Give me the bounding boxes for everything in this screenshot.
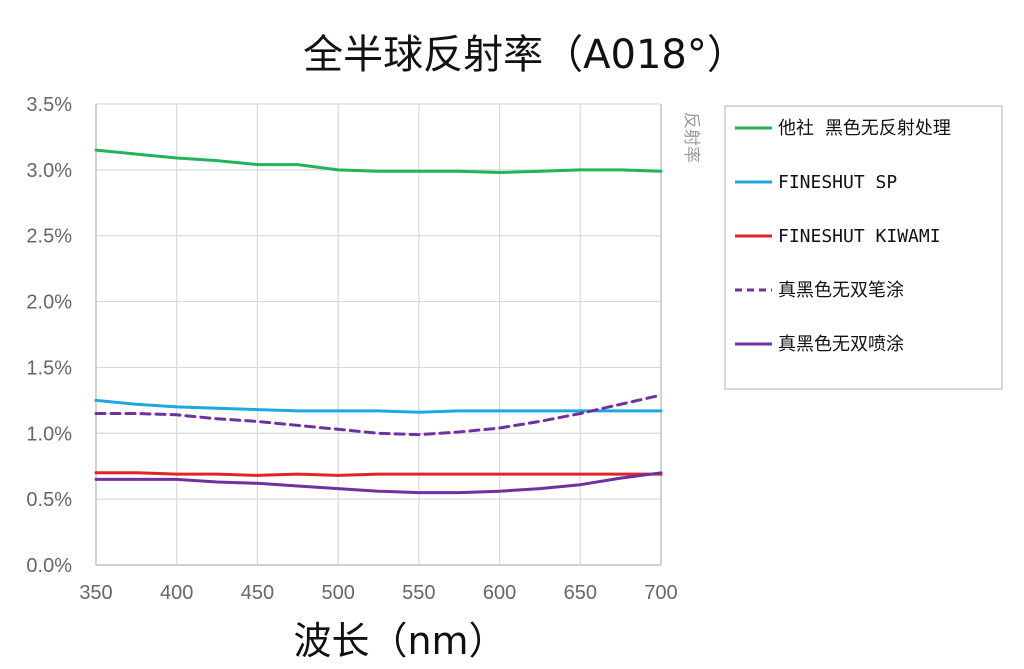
legend-box (724, 105, 1003, 390)
legend-entry: FINESHUT KIWAMI (778, 226, 941, 247)
gridlines (95, 103, 662, 566)
x-tick-label: 700 (644, 582, 677, 604)
x-tick-label: 450 (241, 582, 274, 604)
y-tick-label: 3.0% (26, 160, 72, 182)
x-tick-label: 550 (402, 582, 435, 604)
x-tick-label: 400 (160, 582, 193, 604)
y-tick-label: 1.5% (26, 357, 72, 379)
series-line-1 (94, 148, 663, 174)
x-axis-label: 波长（nm） (293, 619, 506, 663)
y-tick-label: 1.0% (26, 423, 72, 445)
series-line-5 (94, 471, 663, 495)
y-tick-label: 3.5% (26, 94, 72, 116)
legend-entry: 真黑色无双喷涂 (778, 334, 904, 355)
y-tick-label: 2.5% (26, 226, 72, 248)
y-tick-label: 0.0% (26, 555, 72, 577)
y-tick-label: 0.5% (26, 489, 72, 511)
x-tick-label: 350 (79, 582, 112, 604)
series-line-4 (94, 393, 663, 437)
series-line-2 (94, 398, 663, 414)
tick-labels: 0.0% 0.5% 1.0% 1.5% 2.0% 2.5% 3.0% 3.5% 350 400 45… (26, 94, 677, 604)
series-line-3 (94, 471, 663, 477)
x-tick-label: 500 (321, 582, 354, 604)
y-axis-label: 反射率 (681, 112, 701, 163)
legend-entry: 他社 黑色无反射处理 (778, 118, 951, 139)
chart-title: 全半球反射率（A018°） (303, 32, 747, 78)
x-tick-label: 600 (483, 582, 516, 604)
legend: 他社 黑色无反射处理 FINESHUT SP FINESHUT KIWAMI 真黑色无… (724, 105, 1003, 390)
x-tick-label: 650 (564, 582, 597, 604)
y-tick-label: 2.0% (26, 292, 72, 314)
series-layer (94, 148, 663, 495)
legend-entry: 真黑色无双笔涂 (778, 280, 904, 301)
legend-entry: FINESHUT SP (778, 172, 897, 193)
